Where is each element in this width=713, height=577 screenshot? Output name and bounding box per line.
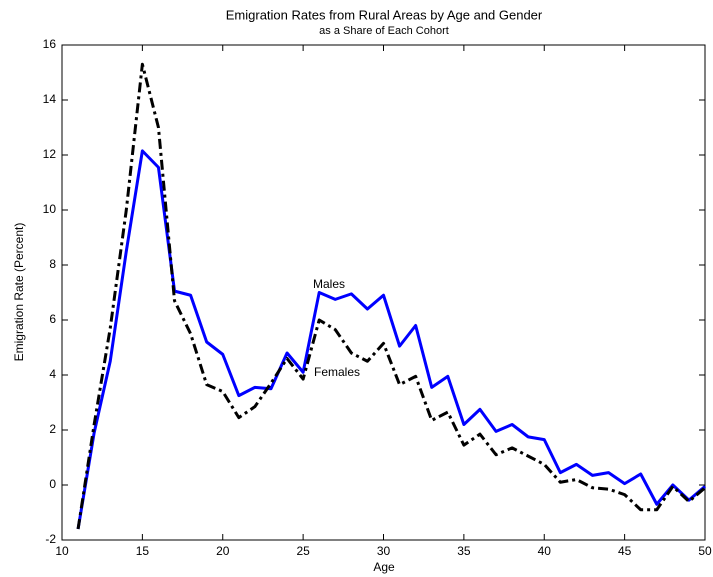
x-tick-label: 15 — [136, 544, 150, 558]
series-line — [76, 149, 706, 530]
y-tick-label: 16 — [43, 37, 57, 51]
y-tick-label: 10 — [43, 202, 57, 216]
plot-frame — [61, 44, 706, 541]
x-tick-label: 40 — [538, 544, 552, 558]
chart-subtitle: as a Share of Each Cohort — [319, 25, 449, 37]
y-tick-label: -2 — [45, 532, 56, 546]
x-tick-label: 35 — [457, 544, 471, 558]
y-tick-label: 4 — [49, 367, 56, 381]
x-tick-label: 30 — [377, 544, 391, 558]
x-axis-label: Age — [373, 560, 395, 574]
x-tick-label: 25 — [296, 544, 310, 558]
y-tick-label: 8 — [49, 257, 56, 271]
y-tick-label: 2 — [49, 422, 56, 436]
y-axis-label: Emigration Rate (Percent) — [12, 223, 26, 362]
y-tick-label: 14 — [43, 92, 57, 106]
x-tick-label: 45 — [618, 544, 632, 558]
y-tick-label: 0 — [49, 477, 56, 491]
chart-title: Emigration Rates from Rural Areas by Age… — [226, 7, 543, 22]
series-label: Females — [314, 365, 360, 379]
series-label: Males — [313, 277, 345, 291]
y-tick-label: 12 — [43, 147, 57, 161]
x-tick-label: 20 — [216, 544, 230, 558]
x-tick-label: 50 — [698, 544, 712, 558]
series-line — [76, 62, 706, 530]
y-tick-label: 6 — [49, 312, 56, 326]
x-tick-label: 10 — [55, 544, 69, 558]
